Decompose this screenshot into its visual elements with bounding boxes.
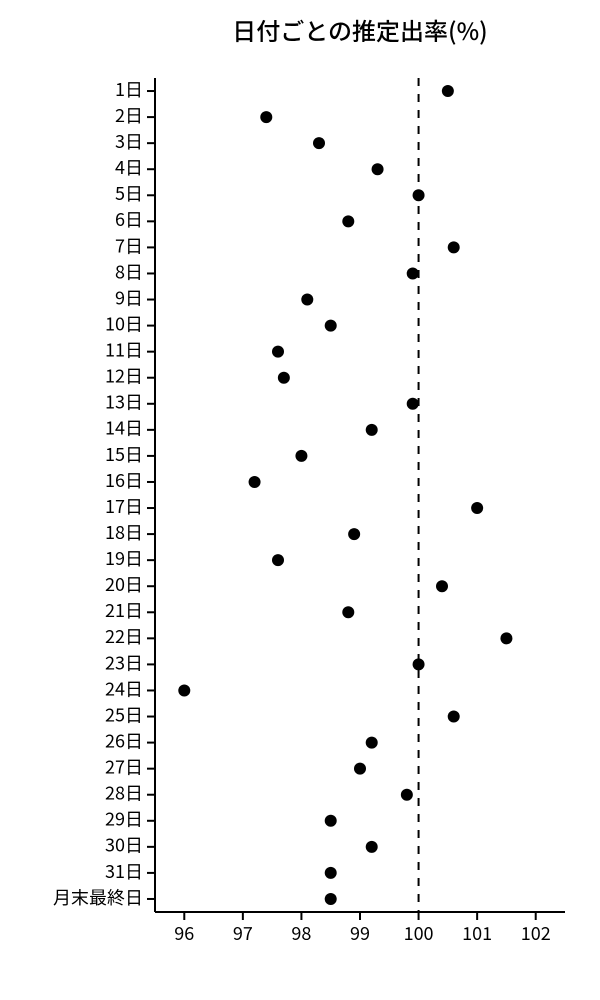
y-tick-label: 5日	[115, 180, 143, 206]
y-tick-label: 12日	[105, 363, 143, 389]
data-point	[366, 424, 378, 436]
y-tick-label: 17日	[105, 493, 143, 519]
data-point	[325, 815, 337, 827]
y-tick-label: 2日	[115, 102, 143, 128]
y-tick-label: 9日	[115, 284, 143, 310]
data-point	[500, 632, 512, 644]
chart-title: 日付ごとの推定出率(%)	[232, 12, 487, 47]
y-tick-label: 16日	[105, 467, 143, 493]
y-tick-label: 26日	[105, 727, 143, 753]
x-tick-label: 102	[521, 920, 551, 946]
y-tick-label: 22日	[105, 623, 143, 649]
data-point	[260, 111, 272, 123]
y-tick-label: 14日	[105, 415, 143, 441]
y-tick-label: 1日	[115, 76, 143, 102]
data-point	[348, 528, 360, 540]
data-point	[313, 137, 325, 149]
y-tick-label: 28日	[105, 780, 143, 806]
data-point	[272, 554, 284, 566]
chart-container: 日付ごとの推定出率(%) 1日2日3日4日5日6日7日8日9日10日11日12日…	[0, 0, 600, 1000]
data-point	[366, 841, 378, 853]
data-point	[325, 320, 337, 332]
data-point	[178, 684, 190, 696]
data-point	[448, 711, 460, 723]
x-tick-label: 97	[233, 920, 253, 946]
y-tick-label: 24日	[105, 675, 143, 701]
data-point	[407, 267, 419, 279]
y-tick-label: 23日	[105, 649, 143, 675]
data-point	[471, 502, 483, 514]
data-point	[401, 789, 413, 801]
y-tick-label: 7日	[115, 232, 143, 258]
y-tick-label: 31日	[105, 858, 143, 884]
data-point	[413, 658, 425, 670]
data-point	[301, 294, 313, 306]
x-tick-label: 98	[291, 920, 311, 946]
data-point	[249, 476, 261, 488]
y-tick-label: 6日	[115, 206, 143, 232]
data-point	[342, 606, 354, 618]
y-tick-label: 3日	[115, 128, 143, 154]
x-tick-label: 101	[462, 920, 492, 946]
axes	[155, 78, 565, 912]
x-tick-label: 96	[174, 920, 194, 946]
y-tick-label: 11日	[105, 337, 143, 363]
y-tick-label: 10日	[105, 310, 143, 336]
y-tick-label: 月末最終日	[53, 884, 143, 910]
data-point	[342, 215, 354, 227]
y-tick-label: 15日	[105, 441, 143, 467]
y-tick-label: 20日	[105, 571, 143, 597]
data-point	[448, 241, 460, 253]
data-point	[325, 893, 337, 905]
x-tick-label: 99	[350, 920, 370, 946]
x-axis-ticks: 96 97 98 99 100 101 102	[174, 912, 550, 946]
data-point	[295, 450, 307, 462]
data-point	[278, 372, 290, 384]
data-point	[413, 189, 425, 201]
y-tick-label: 29日	[105, 806, 143, 832]
y-axis-ticks: 1日2日3日4日5日6日7日8日9日10日11日12日13日14日15日16日1…	[53, 76, 155, 910]
y-tick-label: 8日	[115, 258, 143, 284]
data-point	[325, 867, 337, 879]
x-tick-label: 100	[404, 920, 434, 946]
data-point	[407, 398, 419, 410]
data-point	[442, 85, 454, 97]
data-point	[366, 737, 378, 749]
y-tick-label: 19日	[105, 545, 143, 571]
y-tick-label: 13日	[105, 389, 143, 415]
data-point	[372, 163, 384, 175]
y-tick-label: 27日	[105, 754, 143, 780]
y-tick-label: 21日	[105, 597, 143, 623]
data-point	[436, 580, 448, 592]
data-points	[178, 85, 512, 905]
y-tick-label: 18日	[105, 519, 143, 545]
data-point	[272, 346, 284, 358]
dot-plot: 日付ごとの推定出率(%) 1日2日3日4日5日6日7日8日9日10日11日12日…	[0, 0, 600, 1000]
y-tick-label: 25日	[105, 701, 143, 727]
y-tick-label: 4日	[115, 154, 143, 180]
data-point	[354, 763, 366, 775]
y-tick-label: 30日	[105, 832, 143, 858]
